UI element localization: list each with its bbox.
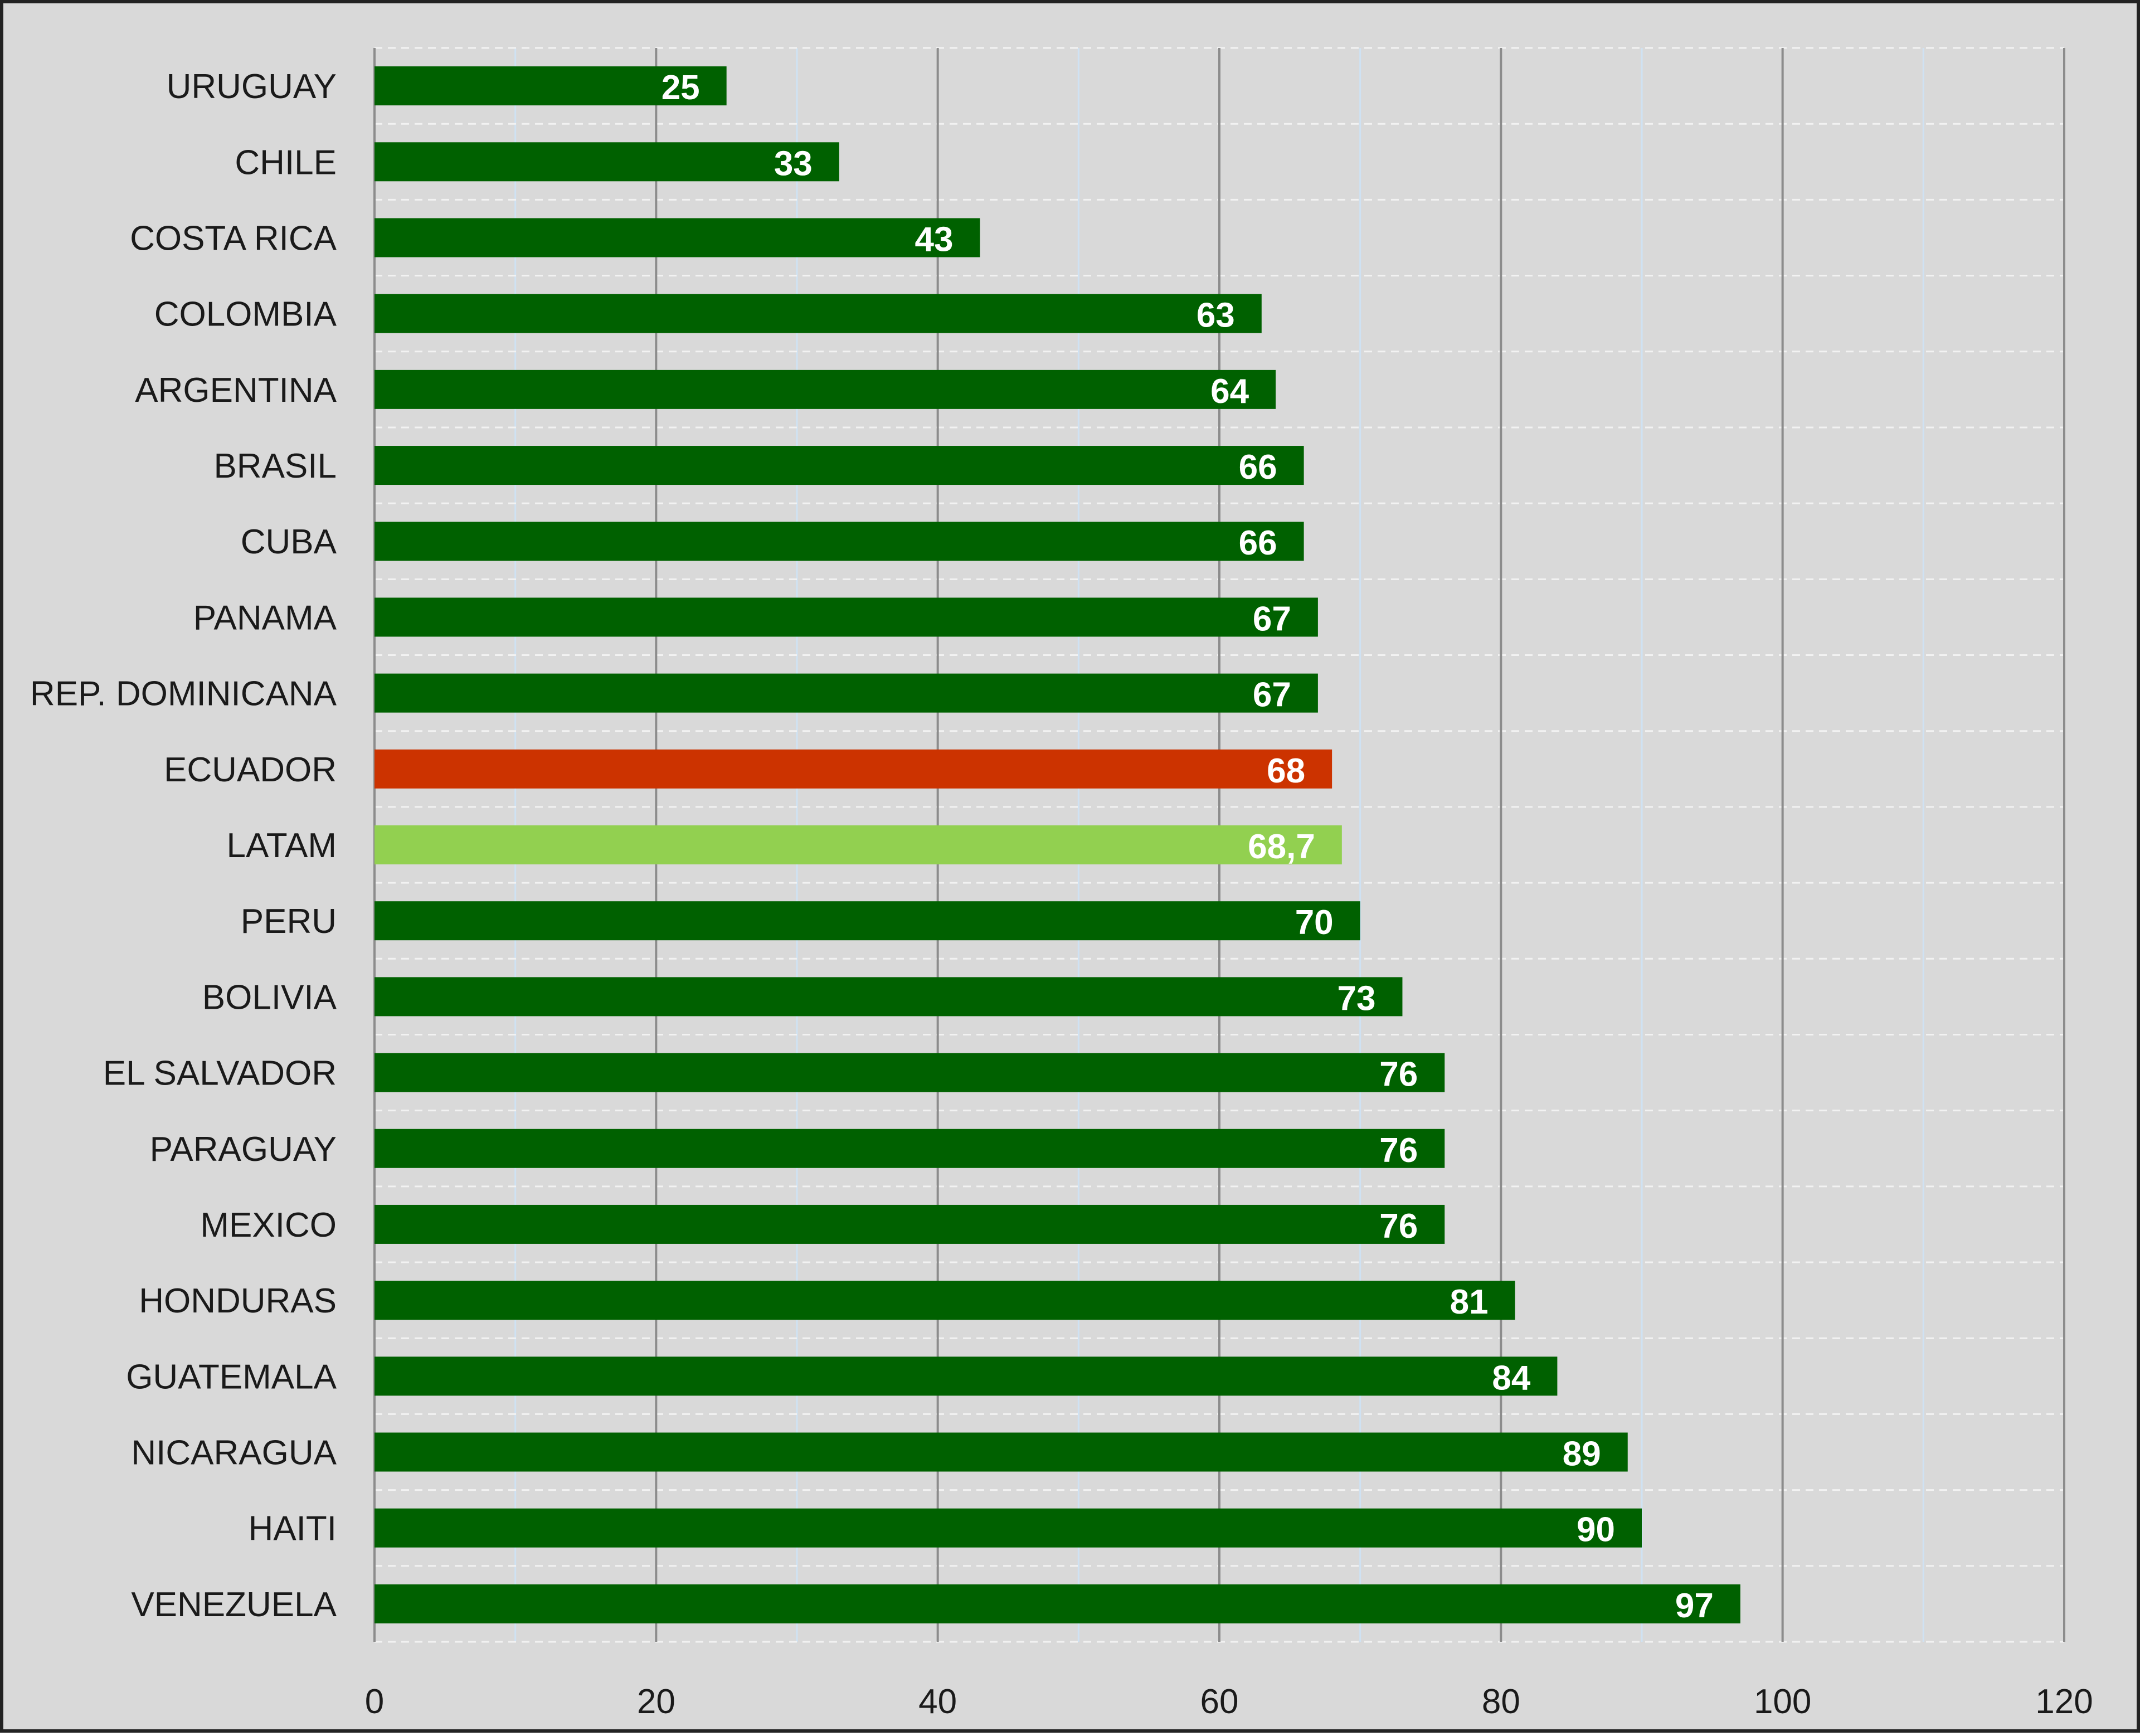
bar xyxy=(374,1584,1740,1623)
category-label: URUGUAY xyxy=(167,67,337,106)
x-tick-label: 40 xyxy=(918,1682,957,1721)
bar-chart: 0 20 40 60 80 100 120 URUGUAY 25 CHILE 33 COSTA RIC… xyxy=(30,47,2093,1721)
bar xyxy=(374,901,1360,941)
x-tick-label: 0 xyxy=(365,1682,384,1721)
category-label: REP. DOMINICANA xyxy=(30,675,337,713)
bar xyxy=(374,1356,1558,1396)
category-label: HAITI xyxy=(249,1510,337,1548)
category-label: VENEZUELA xyxy=(131,1586,337,1624)
bar xyxy=(374,446,1304,485)
data-label: 89 xyxy=(1563,1435,1601,1474)
category-label: BRASIL xyxy=(213,447,337,485)
bar xyxy=(374,749,1332,789)
category-label: COSTA RICA xyxy=(130,219,337,257)
data-label: 70 xyxy=(1295,903,1334,942)
bar xyxy=(374,1508,1642,1548)
x-tick-label: 120 xyxy=(2035,1682,2093,1721)
x-tick-label: 60 xyxy=(1200,1682,1239,1721)
bar xyxy=(374,673,1318,713)
data-label: 90 xyxy=(1577,1511,1615,1549)
category-label: PERU xyxy=(241,902,337,941)
category-label: GUATEMALA xyxy=(126,1358,337,1396)
category-label: ECUADOR xyxy=(164,751,337,789)
category-label: HONDURAS xyxy=(139,1282,337,1320)
data-label: 76 xyxy=(1379,1207,1418,1246)
data-label: 33 xyxy=(774,144,813,183)
data-label: 67 xyxy=(1253,676,1291,714)
bar xyxy=(374,1281,1515,1320)
bars-layer xyxy=(374,66,1740,1623)
bar xyxy=(374,1204,1445,1244)
category-label: LATAM xyxy=(226,826,337,865)
data-label: 66 xyxy=(1239,448,1277,487)
labels-layer: 0 20 40 60 80 100 120 URUGUAY 25 CHILE 33 COSTA RIC… xyxy=(30,67,2093,1721)
data-label: 81 xyxy=(1450,1283,1489,1321)
category-label: EL SALVADOR xyxy=(103,1054,337,1093)
bar xyxy=(374,142,839,182)
bar xyxy=(374,369,1276,409)
bar xyxy=(374,1129,1445,1168)
bar xyxy=(374,977,1403,1017)
bar xyxy=(374,825,1342,864)
bar xyxy=(374,1432,1628,1472)
data-label: 68 xyxy=(1267,752,1305,790)
category-label: PANAMA xyxy=(193,599,337,637)
x-tick-label: 20 xyxy=(637,1682,675,1721)
bar xyxy=(374,597,1318,637)
data-label: 73 xyxy=(1337,979,1375,1018)
category-label: COLOMBIA xyxy=(154,295,337,334)
x-tick-label: 80 xyxy=(1482,1682,1520,1721)
category-label: NICARAGUA xyxy=(131,1434,337,1472)
category-label: BOLIVIA xyxy=(202,978,337,1017)
data-label: 66 xyxy=(1239,524,1277,562)
category-label: CUBA xyxy=(241,523,337,561)
category-label: MEXICO xyxy=(200,1206,337,1244)
category-label: CHILE xyxy=(235,143,337,182)
data-label: 43 xyxy=(915,220,953,259)
data-label: 84 xyxy=(1492,1359,1530,1397)
bar xyxy=(374,218,980,257)
category-label: ARGENTINA xyxy=(135,371,337,410)
data-label: 64 xyxy=(1210,372,1249,411)
data-label: 76 xyxy=(1379,1056,1418,1094)
bar xyxy=(374,66,727,106)
data-label: 25 xyxy=(662,69,700,107)
data-label: 68,7 xyxy=(1248,828,1315,866)
bar xyxy=(374,294,1262,333)
x-tick-label: 100 xyxy=(1754,1682,1811,1721)
bar xyxy=(374,522,1304,561)
data-label: 67 xyxy=(1253,600,1291,638)
data-label: 97 xyxy=(1675,1587,1714,1625)
category-label: PARAGUAY xyxy=(150,1130,337,1169)
data-label: 76 xyxy=(1379,1131,1418,1170)
bar xyxy=(374,1053,1445,1092)
data-label: 63 xyxy=(1197,296,1235,335)
